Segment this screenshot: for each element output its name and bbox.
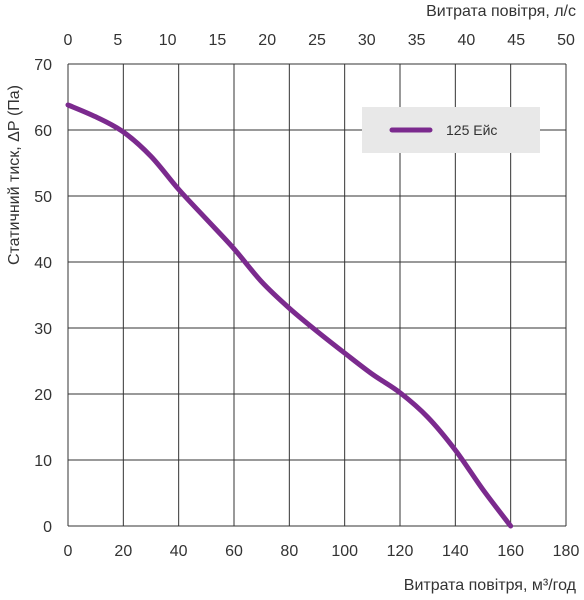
x2-tick-label: 15 bbox=[209, 32, 227, 49]
x-tick-label: 160 bbox=[497, 543, 524, 560]
y-tick-labels: 0 10 20 30 40 50 60 70 bbox=[34, 57, 52, 536]
y-tick-label: 50 bbox=[34, 189, 52, 206]
x2-tick-label: 20 bbox=[258, 32, 276, 49]
x-axis-title: Витрата повітря, м³/год bbox=[404, 577, 577, 594]
series-line bbox=[65, 102, 514, 529]
y-tick-label: 40 bbox=[34, 255, 52, 272]
x2-tick-label: 5 bbox=[113, 32, 122, 49]
x-tick-label: 80 bbox=[280, 543, 298, 560]
y-tick-label: 0 bbox=[43, 519, 52, 536]
y-tick-label: 10 bbox=[34, 453, 52, 470]
x2-tick-label: 25 bbox=[308, 32, 326, 49]
x2-tick-label: 30 bbox=[358, 32, 376, 49]
y-tick-label: 20 bbox=[34, 387, 52, 404]
y-tick-label: 60 bbox=[34, 123, 52, 140]
x2-tick-label: 35 bbox=[408, 32, 426, 49]
legend: 125 Ейс bbox=[362, 107, 540, 153]
x2-tick-label: 50 bbox=[557, 32, 575, 49]
x-tick-label: 20 bbox=[114, 543, 132, 560]
series-layer bbox=[65, 102, 514, 529]
x2-axis-title: Витрата повітря, л/с bbox=[426, 3, 576, 20]
x2-tick-labels: 0 5 10 15 20 25 30 35 40 45 50 bbox=[64, 32, 575, 49]
x-tick-labels: 0 20 40 60 80 100 120 140 160 180 bbox=[64, 543, 580, 560]
x-tick-label: 140 bbox=[442, 543, 469, 560]
x-tick-label: 180 bbox=[553, 543, 580, 560]
x-tick-label: 60 bbox=[225, 543, 243, 560]
x2-tick-label: 10 bbox=[159, 32, 177, 49]
y-axis-title: Статичний тиск, ΔР (Па) bbox=[6, 85, 23, 265]
x2-tick-label: 45 bbox=[507, 32, 525, 49]
x-tick-label: 40 bbox=[170, 543, 188, 560]
grid bbox=[67, 63, 567, 527]
x-tick-label: 100 bbox=[331, 543, 358, 560]
x-tick-label: 120 bbox=[387, 543, 414, 560]
y-tick-label: 30 bbox=[34, 321, 52, 338]
x2-tick-label: 0 bbox=[64, 32, 73, 49]
y-tick-label: 70 bbox=[34, 57, 52, 74]
x2-tick-label: 40 bbox=[458, 32, 476, 49]
legend-label: 125 Ейс bbox=[446, 122, 497, 138]
x-tick-label: 0 bbox=[64, 543, 73, 560]
